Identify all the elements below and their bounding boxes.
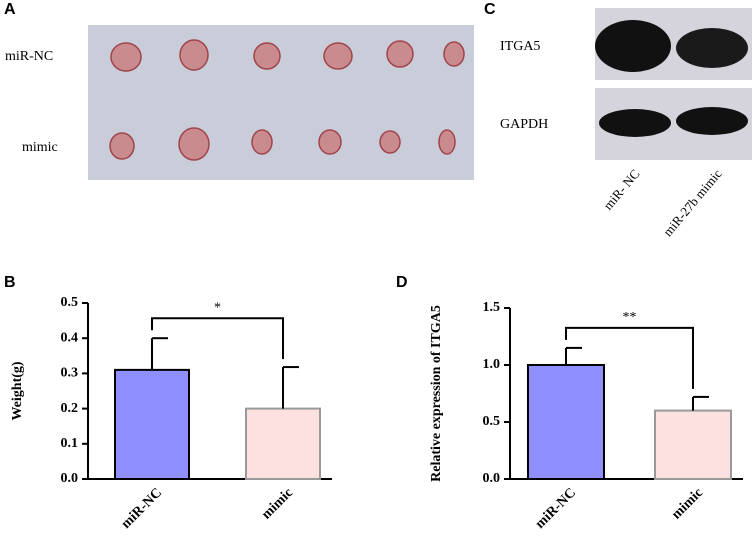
row-label: miR-NC bbox=[5, 49, 53, 64]
band bbox=[676, 107, 748, 135]
significance-label: ** bbox=[623, 310, 637, 325]
y-tick-label: 0.4 bbox=[61, 330, 79, 345]
bar bbox=[245, 407, 321, 481]
y-axis-title: Weight(g) bbox=[10, 361, 25, 420]
significance-bracket bbox=[151, 317, 284, 360]
panel-label: C bbox=[484, 1, 496, 18]
y-tick-label: 0.0 bbox=[483, 471, 501, 486]
lane-label: miR-27b mimic bbox=[660, 166, 725, 239]
significance-bracket bbox=[565, 326, 694, 389]
panel-label: A bbox=[4, 1, 16, 18]
tumor-photo bbox=[88, 25, 474, 180]
y-tick-label: 0.1 bbox=[61, 436, 79, 451]
x-tick-label: mimic bbox=[259, 485, 296, 522]
significance-label: * bbox=[214, 300, 221, 315]
x-tick-label: miR-NC bbox=[533, 485, 579, 531]
y-tick-label: 1.0 bbox=[483, 357, 501, 372]
lane-label: miR- NC bbox=[600, 166, 642, 212]
band bbox=[595, 20, 671, 72]
y-tick-label: 0.2 bbox=[61, 401, 79, 416]
x-tick-label: miR-NC bbox=[119, 485, 165, 531]
bar bbox=[114, 368, 190, 481]
band bbox=[676, 28, 748, 68]
y-axis-title: Relative expression of ITGA5 bbox=[429, 305, 444, 482]
blot-label: ITGA5 bbox=[500, 39, 540, 54]
band bbox=[599, 109, 671, 137]
y-tick-label: 0.5 bbox=[61, 295, 79, 310]
blot-label: GAPDH bbox=[500, 117, 548, 132]
row-label: mimic bbox=[22, 140, 58, 155]
y-tick-label: 1.5 bbox=[483, 300, 501, 315]
panel-label: D bbox=[396, 274, 408, 291]
panel-label: B bbox=[4, 274, 16, 291]
tumors bbox=[109, 39, 465, 161]
y-tick-label: 0.5 bbox=[483, 414, 501, 429]
y-tick-label: 0.0 bbox=[61, 471, 79, 486]
bar bbox=[654, 409, 732, 481]
bar bbox=[527, 364, 605, 480]
y-tick-label: 0.3 bbox=[61, 366, 79, 381]
x-tick-label: mimic bbox=[669, 485, 706, 522]
